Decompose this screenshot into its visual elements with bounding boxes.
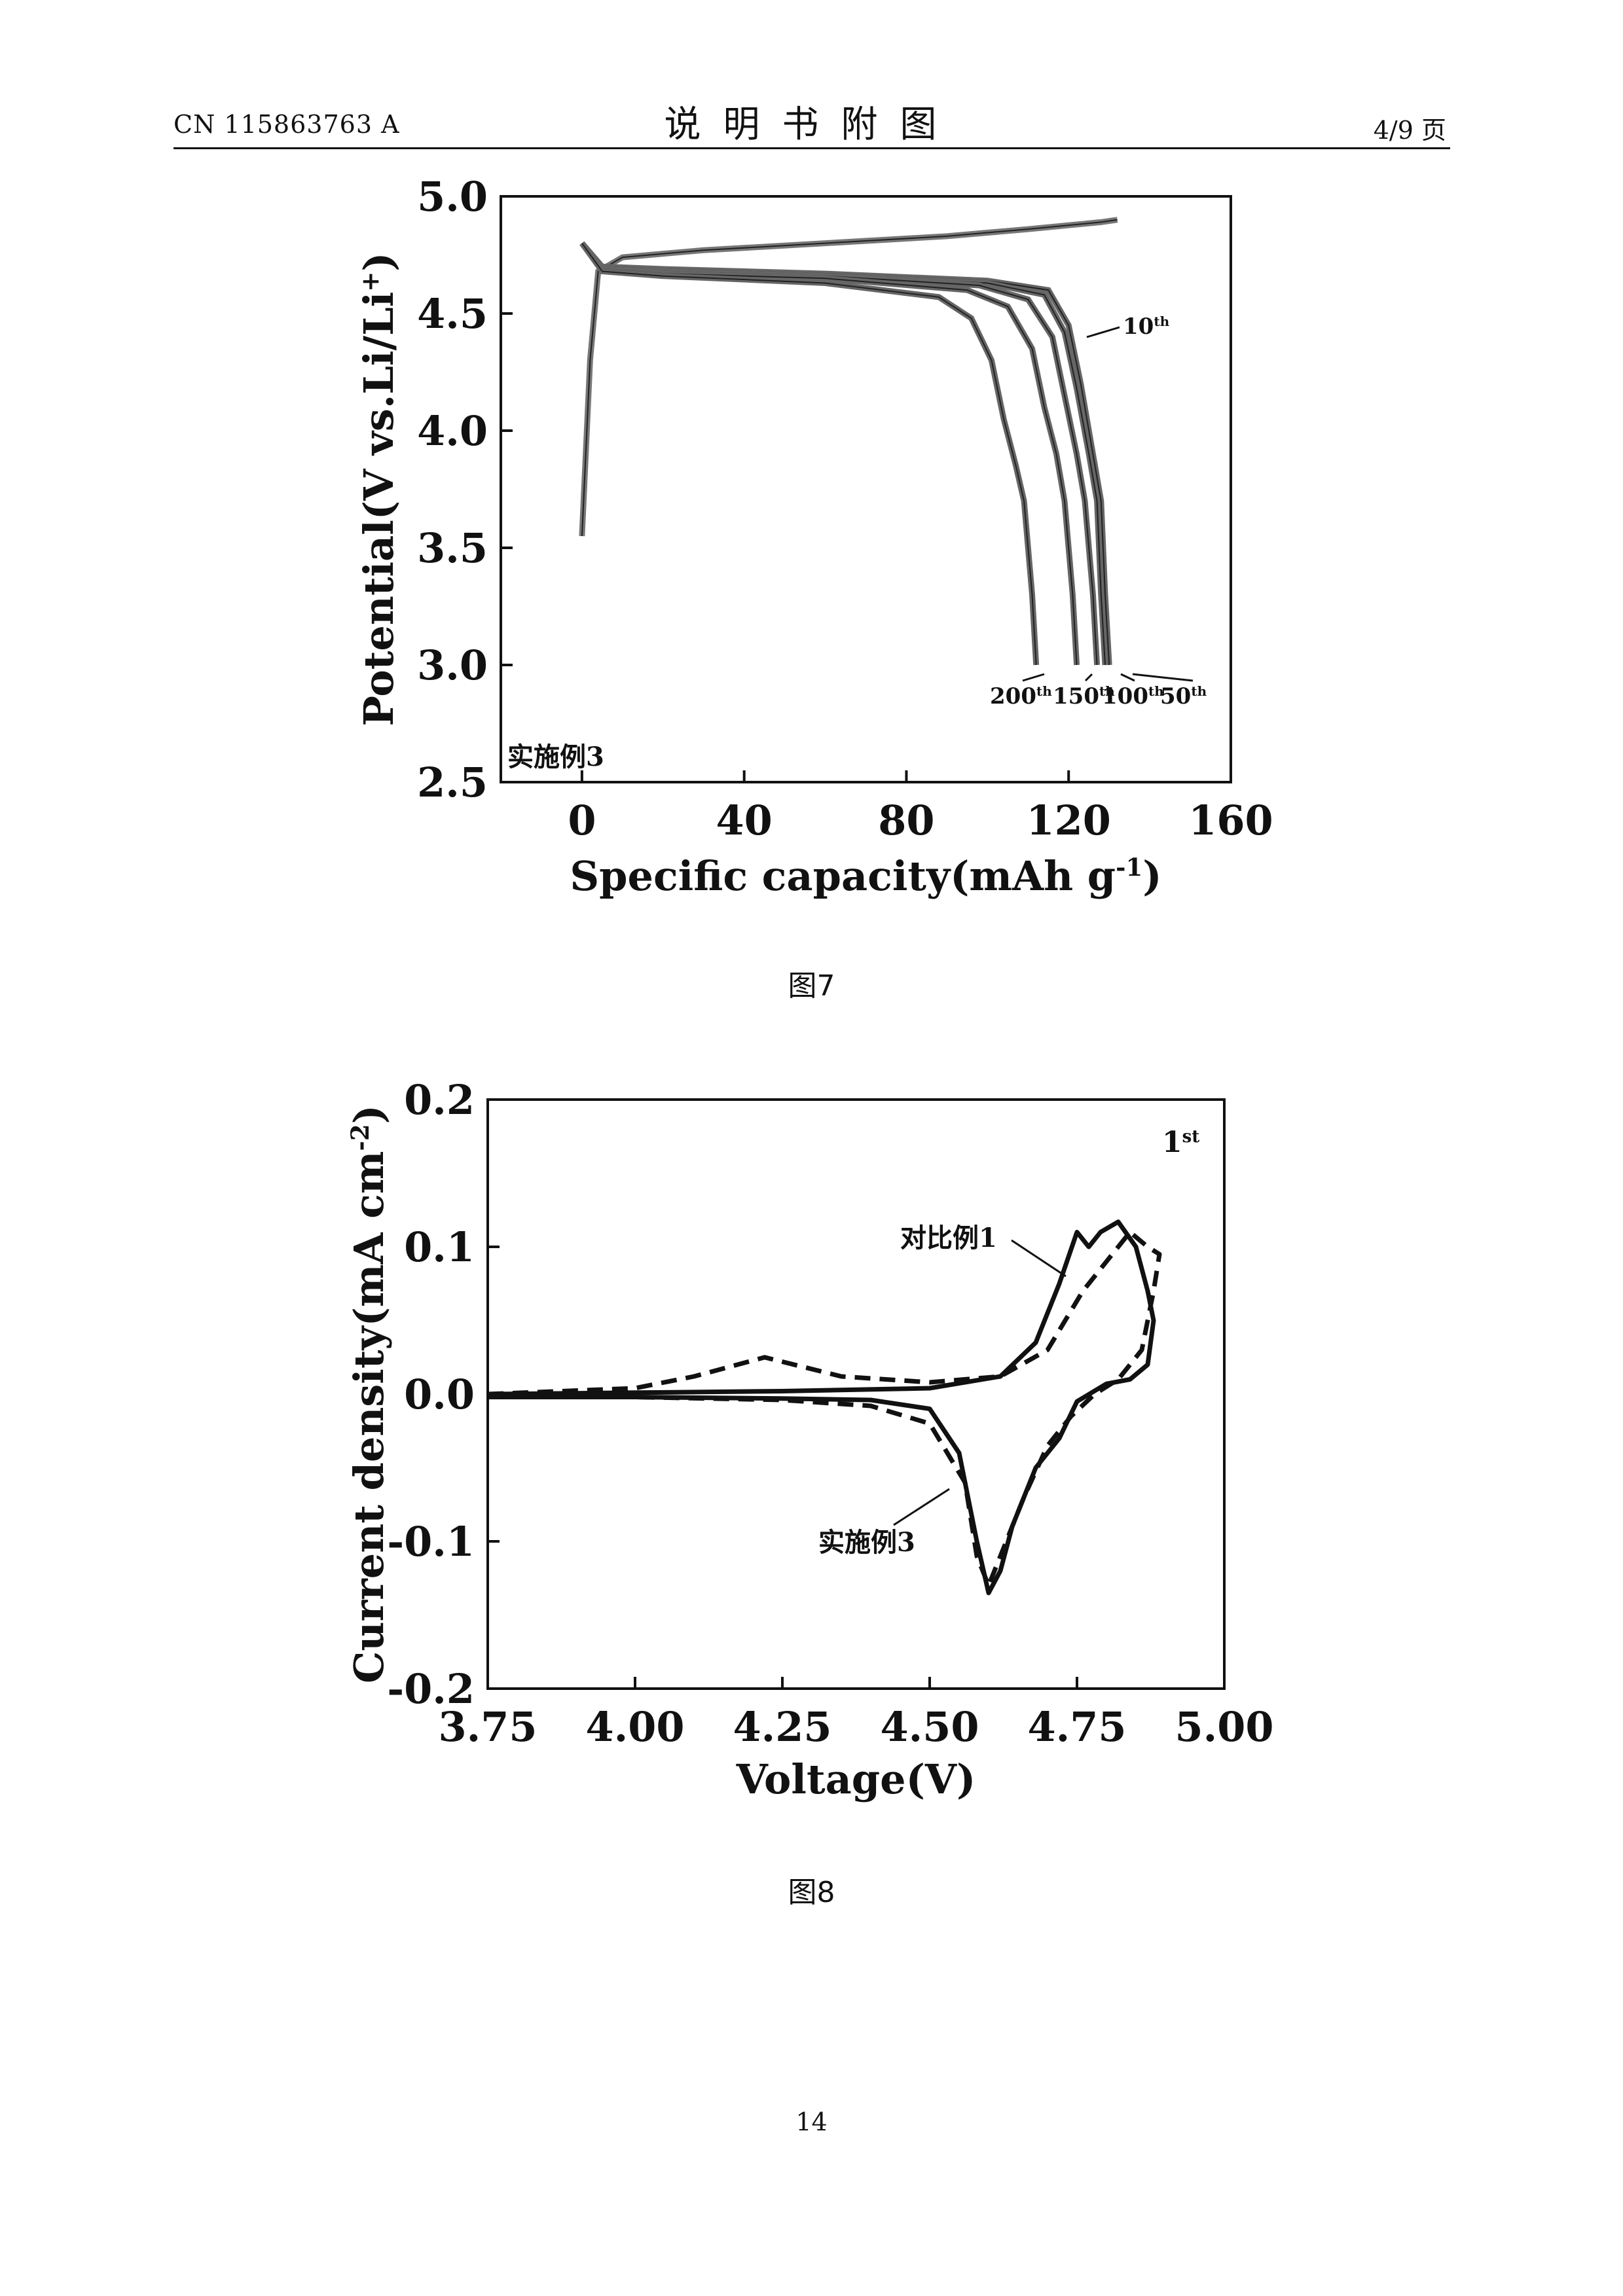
figure-7-caption: 图7 <box>788 969 835 1003</box>
cycle-arrow-150 <box>1084 673 1093 682</box>
y-tick-label: 3.0 <box>417 641 488 689</box>
chart-figure-7: 0 40 80 120 160 2.5 3.0 3.5 4.0 4.5 5.0 Specific ca… <box>355 173 1273 900</box>
x-tick-label: 4.75 <box>1027 1703 1126 1751</box>
x-tick-label: 4.00 <box>585 1703 684 1751</box>
x-tick-label: 4.50 <box>880 1703 979 1751</box>
cycle-label-100th: 100th <box>1102 683 1164 709</box>
y-axis-label: Potential(V vs.Li/Li+) <box>355 252 403 726</box>
y-tick-label: 3.5 <box>417 524 488 572</box>
cycle-label-150th: 150th <box>1053 683 1115 709</box>
y-tick-label: 0.0 <box>404 1371 475 1418</box>
x-tick-label: 160 <box>1188 797 1273 844</box>
cv-curve-solid <box>487 1219 1156 1596</box>
annotation-comparative-1: 对比例1 <box>900 1223 997 1253</box>
y-axis-label: Current density(mA cm-2) <box>345 1105 393 1683</box>
y-tick-label: 4.0 <box>417 407 488 455</box>
y-tick-label: 5.0 <box>417 173 488 221</box>
cycle-arrow-100 <box>1120 673 1135 682</box>
y-tick-label: -0.1 <box>387 1518 475 1566</box>
page-number: 14 <box>795 2108 828 2136</box>
figure-8-caption: 图8 <box>788 1876 835 1909</box>
x-tick-label: 120 <box>1027 797 1111 844</box>
inset-label: 实施例3 <box>507 742 604 772</box>
annotation-arrow-example-3 <box>893 1488 950 1526</box>
cycle-arrow-10th <box>1086 326 1120 338</box>
x-tick-label: 5.00 <box>1175 1703 1273 1751</box>
x-tick-label: 4.25 <box>733 1703 831 1751</box>
x-axis-label: Specific capacity(mAh g-1) <box>570 852 1161 900</box>
header-rule <box>173 147 1450 149</box>
y-tick-label: 0.1 <box>404 1223 475 1271</box>
y-tick-label: 0.2 <box>404 1076 475 1124</box>
x-tick-label: 3.75 <box>438 1703 537 1751</box>
cycle-arrow-50 <box>1132 673 1194 682</box>
cycle-label-10th: 10th <box>1123 314 1170 340</box>
x-tick-label: 0 <box>568 797 596 844</box>
y-tick-label: 4.5 <box>417 290 488 338</box>
x-tick-label: 80 <box>878 797 934 844</box>
cv-curve-dashed <box>487 1230 1162 1588</box>
y-tick-label: 2.5 <box>417 759 488 806</box>
y-tick-label: -0.2 <box>387 1665 475 1713</box>
header-title: 说明书附图 <box>664 103 959 146</box>
cycle-corner-label: 1st <box>1162 1126 1199 1159</box>
charge-curve-core-cycle-10 <box>581 219 1118 537</box>
discharge-curve-core-cycle-200 <box>581 243 1037 666</box>
chart-figure-8: 3.75 4.00 4.25 4.50 4.75 5.00 -0.2 -0.1 0.0 0.1 0.… <box>345 1076 1274 1803</box>
cycle-label-50th: 50th <box>1160 683 1207 709</box>
annotation-example-3: 实施例3 <box>818 1527 915 1558</box>
cycle-label-200th: 200th <box>990 683 1052 709</box>
x-axis-label: Voltage(V) <box>736 1755 976 1803</box>
patent-number: CN 115863763 A <box>173 110 400 139</box>
x-tick-label: 40 <box>716 797 773 844</box>
plot-frame <box>500 195 1232 783</box>
annotation-arrow-comparative-1 <box>1011 1239 1067 1278</box>
cycle-arrow-200 <box>1022 673 1045 682</box>
page-ratio: 4/9 页 <box>1373 116 1446 145</box>
